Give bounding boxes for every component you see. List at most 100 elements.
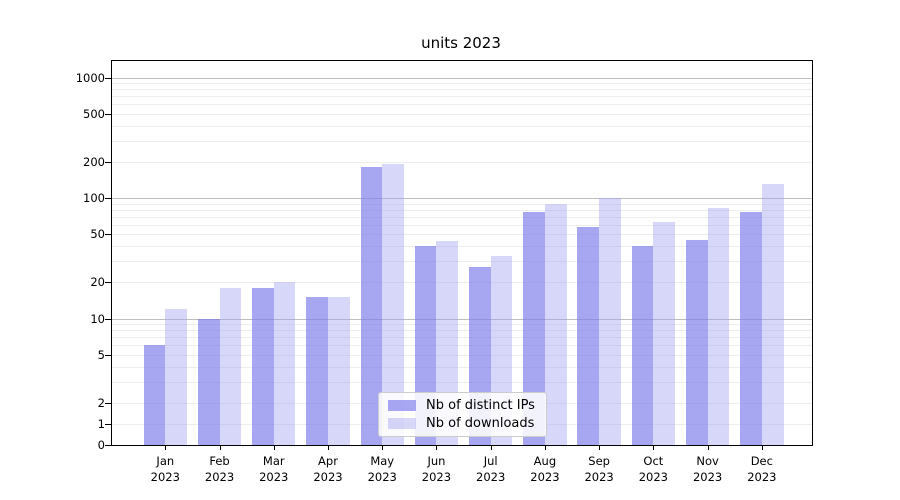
y-tick-2 — [105, 402, 111, 404]
y-tick-label-1000: 1000 — [75, 70, 105, 85]
bar-distinct-ips-sep — [577, 226, 600, 445]
y-tick-500 — [105, 113, 111, 115]
x-tick-jan — [165, 445, 167, 450]
x-tick-label-mar: Mar 2023 — [259, 454, 289, 484]
gridline-minor-300 — [112, 140, 812, 142]
gridline-minor-800 — [112, 89, 812, 91]
plot-area: Nb of distinct IPs Nb of downloads 0 1 2 5 1… — [76, 60, 813, 484]
bar-distinct-ips-jan — [143, 345, 166, 445]
y-tick-label-1: 1 — [97, 416, 105, 431]
x-tick-apr — [327, 445, 329, 450]
gridline-major-1000 — [112, 77, 812, 79]
legend-swatch-downloads — [388, 418, 416, 429]
bar-downloads-sep — [599, 198, 621, 445]
gridline-major-100 — [112, 198, 812, 200]
x-tick-label-jan: Jan 2023 — [150, 454, 180, 484]
bar-downloads-nov — [707, 208, 730, 445]
x-tick-oct — [653, 445, 655, 450]
y-tick-label-20: 20 — [90, 275, 105, 290]
bar-downloads-jan — [165, 309, 187, 445]
gridline-minor-40 — [112, 246, 812, 248]
x-tick-label-aug: Aug 2023 — [530, 454, 560, 484]
bar-distinct-ips-mar — [252, 287, 274, 445]
y-tick-label-50: 50 — [90, 227, 105, 242]
y-tick-5 — [105, 354, 111, 356]
bar-downloads-may — [382, 164, 404, 445]
gridline-minor-7 — [112, 337, 812, 339]
legend-label-distinct-ips: Nb of distinct IPs — [426, 398, 535, 413]
y-tick-20 — [105, 282, 111, 284]
gridline-minor-400 — [112, 125, 812, 127]
y-tick-1 — [105, 423, 111, 425]
gridline-minor-8 — [112, 330, 812, 332]
x-tick-label-nov: Nov 2023 — [692, 454, 723, 484]
gridline-minor-3 — [112, 381, 812, 383]
bar-downloads-aug — [544, 203, 567, 445]
gridline-minor-200 — [112, 161, 812, 163]
x-tick-label-jun: Jun 2023 — [421, 454, 452, 484]
y-tick-label-0: 0 — [97, 437, 105, 452]
bar-downloads-oct — [653, 222, 676, 445]
gridline-minor-80 — [112, 209, 812, 211]
y-tick-label-100: 100 — [83, 191, 105, 206]
bar-distinct-ips-apr — [306, 297, 328, 445]
bar-distinct-ips-nov — [685, 239, 708, 445]
gridline-minor-500 — [112, 113, 812, 115]
x-tick-sep — [599, 445, 601, 450]
x-tick-label-dec: Dec 2023 — [747, 454, 777, 484]
gridline-minor-30 — [112, 261, 812, 263]
y-tick-label-200: 200 — [83, 154, 105, 169]
x-tick-nov — [707, 445, 709, 450]
bar-distinct-ips-may — [360, 167, 383, 445]
y-tick-0 — [105, 444, 111, 446]
x-tick-may — [382, 445, 384, 450]
x-tick-mar — [273, 445, 275, 450]
y-tick-1000 — [105, 77, 111, 79]
bar-distinct-ips-oct — [631, 246, 654, 445]
gridline-minor-4 — [112, 366, 812, 368]
y-tick-200 — [105, 161, 111, 163]
gridline-minor-50 — [112, 234, 812, 236]
bar-distinct-ips-aug — [523, 212, 545, 445]
gridline-minor-9 — [112, 324, 812, 326]
y-tick-10 — [105, 318, 111, 320]
gridline-minor-70 — [112, 216, 812, 218]
y-tick-label-500: 500 — [83, 106, 105, 121]
legend-item-downloads: Nb of downloads — [379, 416, 546, 431]
x-tick-dec — [761, 445, 763, 450]
x-tick-aug — [544, 445, 546, 450]
bar-downloads-feb — [219, 287, 242, 445]
x-tick-label-apr: Apr 2023 — [313, 454, 343, 484]
bar-downloads-dec — [761, 184, 784, 445]
gridline-minor-6 — [112, 345, 812, 347]
legend: Nb of distinct IPs Nb of downloads — [378, 392, 547, 437]
x-tick-label-sep: Sep 2023 — [584, 454, 614, 484]
x-tick-label-may: May 2023 — [367, 454, 397, 484]
y-tick-50 — [105, 234, 111, 236]
gridline-minor-700 — [112, 96, 812, 98]
y-tick-label-5: 5 — [97, 347, 105, 362]
y-tick-label-10: 10 — [90, 311, 105, 326]
x-tick-feb — [219, 445, 221, 450]
x-tick-jun — [436, 445, 438, 450]
x-tick-label-jul: Jul 2023 — [476, 454, 506, 484]
legend-swatch-distinct-ips — [388, 400, 416, 411]
legend-label-downloads: Nb of downloads — [426, 416, 535, 431]
y-tick-label-2: 2 — [97, 395, 105, 410]
gridline-minor-5 — [112, 354, 812, 356]
bar-downloads-apr — [327, 297, 350, 445]
gridline-minor-60 — [112, 224, 812, 226]
bar-distinct-ips-dec — [740, 211, 762, 445]
gridline-major-10 — [112, 318, 812, 320]
legend-item-distinct-ips: Nb of distinct IPs — [379, 398, 546, 413]
gridline-minor-600 — [112, 104, 812, 106]
gridline-minor-900 — [112, 83, 812, 85]
bar-distinct-ips-feb — [197, 318, 220, 445]
x-tick-label-oct: Oct 2023 — [638, 454, 668, 484]
gridline-minor-90 — [112, 203, 812, 205]
bar-downloads-mar — [273, 282, 296, 445]
gridline-minor-20 — [112, 282, 812, 284]
x-tick-jul — [490, 445, 492, 450]
x-tick-label-feb: Feb 2023 — [204, 454, 235, 484]
